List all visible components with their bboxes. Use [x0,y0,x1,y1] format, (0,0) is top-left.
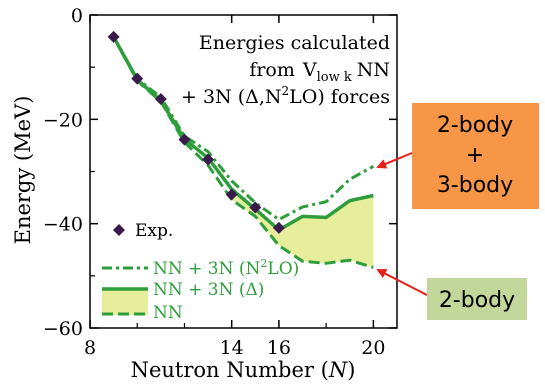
exp-point [249,201,262,214]
legend-delta-label: NN + 3N (Δ) [153,280,264,300]
callout-2body: 2-body [376,269,527,320]
legend-band-swatch [102,289,148,315]
x-axis-label: Neutron Number (N) [131,358,356,382]
annotation-line-2: from Vlow k NN [249,59,390,85]
callout-2body-3body: 2-body + 3-body [376,103,539,209]
exp-points [107,30,285,234]
legend-nn-label: NN [153,303,183,323]
exp-point [107,30,120,43]
callout-box-orange-line-2: + [466,143,484,168]
callout-arrow-1 [376,152,413,169]
exp-point [272,221,285,234]
x-tick-label: 16 [267,337,291,359]
x-tick-label: 14 [220,337,244,359]
legend-exp-label: Exp. [135,221,173,241]
y-tick-label: 0 [71,5,83,27]
series-nn-line [112,36,374,269]
exp-point [178,133,191,146]
y-tick-label: −20 [43,109,83,131]
annotation-line-1: Energies calculated [199,32,390,54]
uncertainty-band [231,189,374,268]
x-tick-label: 20 [361,337,385,359]
exp-point [131,72,144,85]
legend-n2lo-label: NN + 3N (N2LO) [153,257,299,279]
exp-point [202,153,215,166]
exp-point [154,92,167,105]
x-tick-label: 8 [84,337,96,359]
exp-point [225,188,238,201]
annotation: Energies calculated from Vlow k NN + 3N (Δ… [181,32,390,108]
axis-ticks: 8 14 16 20 0 −20 −40 −60 [43,5,397,359]
legend-exp-marker [113,224,125,236]
annotation-line-3: + 3N (Δ,N2LO) forces [181,84,390,108]
y-axis-label: Energy (MeV) [11,96,35,245]
callout-arrow-2 [376,269,428,296]
legend: Exp. NN + 3N (N2LO) NN + 3N (Δ) NN [102,221,299,323]
callout-box-green-label: 2-body [439,288,515,313]
y-tick-label: −40 [43,214,83,236]
series-n2lo-line [112,36,375,221]
callout-box-orange-line-1: 2-body [437,113,513,138]
series-delta-line [112,36,374,232]
callout-box-green [427,278,527,320]
callout-box-orange [412,103,539,209]
y-tick-label: −60 [43,318,83,340]
callout-box-orange-line-3: 3-body [437,173,513,198]
